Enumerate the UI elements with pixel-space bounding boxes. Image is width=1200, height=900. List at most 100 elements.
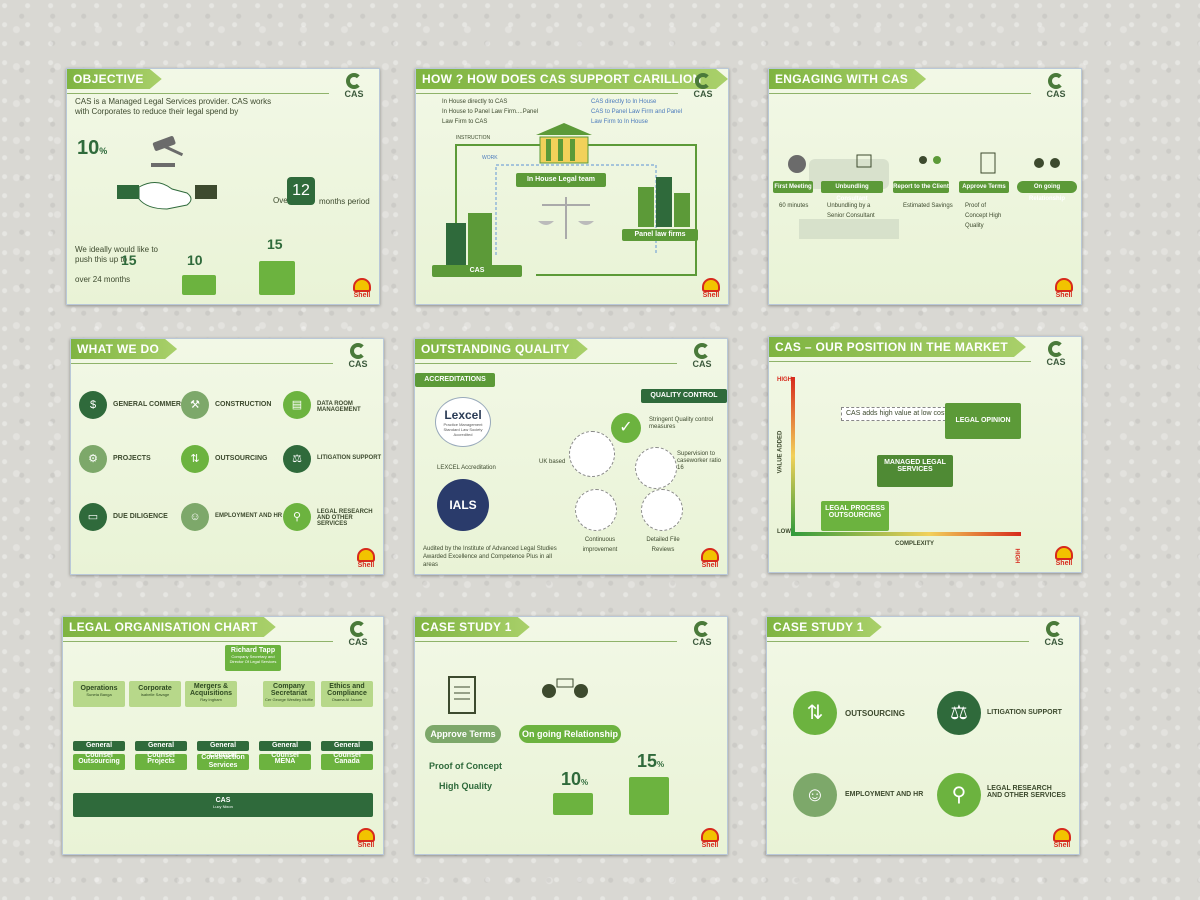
gc-canada: General Counsel Canada — [321, 741, 373, 770]
service-employment: EMPLOYMENT AND HR — [845, 791, 924, 798]
legal-research-icon: ⚲ — [283, 503, 311, 531]
instruction-label: INSTRUCTION — [456, 135, 491, 141]
gc-projects: General Counsel Projects — [135, 741, 187, 770]
slide-how[interactable]: HOW ? HOW DOES CAS SUPPORT CARILLION ? C… — [415, 68, 729, 305]
litigation-icon: ⚖ — [937, 691, 981, 735]
gavel-icon — [151, 136, 184, 167]
slide-title: WHAT WE DO — [71, 339, 177, 359]
divider — [767, 641, 1029, 642]
audited-text: Audited by the Institute of Advanced Leg… — [423, 546, 557, 568]
slide-title: OUTSTANDING QUALITY — [415, 339, 588, 359]
employment-icon: ☺ — [793, 773, 837, 817]
bar-15 — [629, 777, 669, 815]
panel-box: Panel law firms — [622, 229, 698, 241]
legal-research-icon: ⚲ — [937, 773, 981, 817]
cas-logo: CAS — [1037, 621, 1071, 647]
step-approve: Approve Terms — [959, 181, 1009, 193]
dept-ma: Mergers & Acquisitions Ray Ingham — [185, 681, 237, 707]
pct-10: 10% — [77, 137, 108, 159]
managed-box: MANAGED LEGAL SERVICES — [877, 455, 953, 487]
slide-title: LEGAL ORGANISATION CHART — [63, 617, 276, 637]
step-unbundling: Unbundling Consultant — [821, 181, 883, 202]
cas-logo: CAS — [341, 621, 375, 647]
service-due-diligence: DUE DILIGENCE — [113, 513, 168, 520]
legend-2: In House to Panel Law Firm....Panel Law … — [442, 109, 539, 125]
handshake-icon — [117, 182, 217, 210]
service-legal-research: LEGAL RESEARCH AND OTHER SERVICES — [317, 509, 373, 527]
dept-corporate: Corporate Isabelle Savage — [129, 681, 181, 707]
uk-map-icon — [569, 431, 615, 477]
months-badge: 12 — [287, 177, 315, 205]
lpo-box: LEGAL PROCESS OUTSOURCING — [821, 501, 889, 531]
cas-logo: CAS — [685, 621, 719, 647]
shell-logo: Shell — [699, 548, 721, 569]
hq-text: High Quality — [439, 781, 493, 791]
legend-3: CAS directly to In House — [591, 99, 657, 105]
shell-logo: Shell — [1053, 546, 1075, 567]
slide-position[interactable]: CAS – OUR POSITION IN THE MARKET CAS HIG… — [768, 336, 1082, 573]
gc-outsourcing: General Counsel Outsourcing — [73, 741, 125, 770]
shell-logo: Shell — [1051, 828, 1073, 849]
org-top: Richard Tapp Company Secretary and Direc… — [225, 645, 281, 671]
ongoing-pill: On going Relationship — [519, 725, 621, 743]
step-report: Report to the Client — [893, 181, 949, 193]
ials-badge: IALS — [437, 479, 489, 531]
bar-15 — [259, 261, 295, 295]
cas-logo: CAS — [341, 343, 375, 369]
slide-case2[interactable]: CASE STUDY 1 CAS ⇅ OUTSOURCING ⚖ LITIGAT… — [766, 616, 1080, 855]
service-employment: EMPLOYMENT AND HR — [215, 513, 283, 519]
service-data-room: DATA ROOM MANAGEMENT — [317, 401, 361, 413]
magnifier-icon — [635, 447, 677, 489]
document-icon — [448, 676, 476, 714]
accreditations-tag: ACCREDITATIONS — [415, 373, 495, 387]
cas-logo: CAS — [685, 343, 719, 369]
shell-logo: Shell — [699, 828, 721, 849]
step-icons — [788, 152, 1060, 174]
axis-value-added: VALUE ADDED — [777, 430, 784, 474]
slide-title: CASE STUDY 1 — [767, 617, 882, 637]
file-review-icon — [641, 489, 683, 531]
position-axes — [791, 377, 1021, 536]
bar-10 — [553, 793, 593, 815]
cas-logo: CAS — [1039, 341, 1073, 367]
general-commercial-icon: $ — [79, 391, 107, 419]
detailed-text: Detailed File Reviews — [646, 537, 680, 553]
gc-mena: General Counsel MENA — [259, 741, 311, 770]
construction-icon: ⚒ — [181, 391, 209, 419]
cas-logo: CAS — [686, 73, 720, 99]
legend-1: In House directly to CAS — [442, 99, 508, 105]
divider — [415, 363, 677, 364]
axis-high: HIGH — [777, 377, 792, 383]
slide-objective[interactable]: OBJECTIVE CAS CAS is a Managed Legal Ser… — [66, 68, 380, 305]
dept-operations: Operations Suneta Banga — [73, 681, 125, 707]
proof-text: Proof of Concept — [429, 761, 502, 771]
slide-whatwedo[interactable]: WHAT WE DO CAS $ GENERAL COMMERCIAL ⚒ CO… — [70, 338, 384, 575]
slide-org[interactable]: LEGAL ORGANISATION CHART CAS Richard Tap… — [62, 616, 384, 855]
slide-title: HOW ? HOW DOES CAS SUPPORT CARILLION ? — [416, 69, 728, 89]
inhouse-box: In House Legal team — [516, 173, 606, 187]
service-litigation: LITIGATION SUPPORT — [317, 455, 382, 461]
legend-4: CAS to Panel Law Firm and Panel Law Firm… — [591, 109, 683, 125]
bar-15-label: 15% — [637, 751, 665, 771]
service-legal-research: LEGAL RESEARCH AND OTHER SERVICES — [987, 785, 1066, 799]
over24-text: over 24 months — [75, 275, 131, 284]
slide-title: CASE STUDY 1 — [415, 617, 530, 637]
cas-logo: CAS — [1039, 73, 1073, 99]
service-construction: CONSTRUCTION — [215, 401, 272, 408]
slide-quality[interactable]: OUTSTANDING QUALITY CAS ACCREDITATIONS Q… — [414, 338, 728, 575]
slide-engaging[interactable]: ENGAGING WITH CAS CAS First Meeting Unbu… — [768, 68, 1082, 305]
shell-logo: Shell — [355, 548, 377, 569]
org-cas-bar: CAS Lucy Nixon — [73, 793, 373, 817]
quality-control-tag: QUALITY CONTROL — [641, 389, 727, 403]
shell-logo: Shell — [1053, 278, 1075, 299]
step-first-meeting: First Meeting — [773, 181, 813, 193]
shell-logo: Shell — [351, 278, 373, 299]
work-label: WORK — [482, 155, 498, 161]
scales-icon — [538, 197, 594, 239]
slide-case1[interactable]: CASE STUDY 1 CAS Approve Terms On going … — [414, 616, 728, 855]
projects-icon: ⚙ — [79, 445, 107, 473]
bar-10 — [182, 275, 216, 295]
approve-terms-pill: Approve Terms — [425, 725, 501, 743]
service-projects: PROJECTS — [113, 455, 151, 462]
legal-opinion-box: LEGAL OPINION — [945, 403, 1021, 439]
